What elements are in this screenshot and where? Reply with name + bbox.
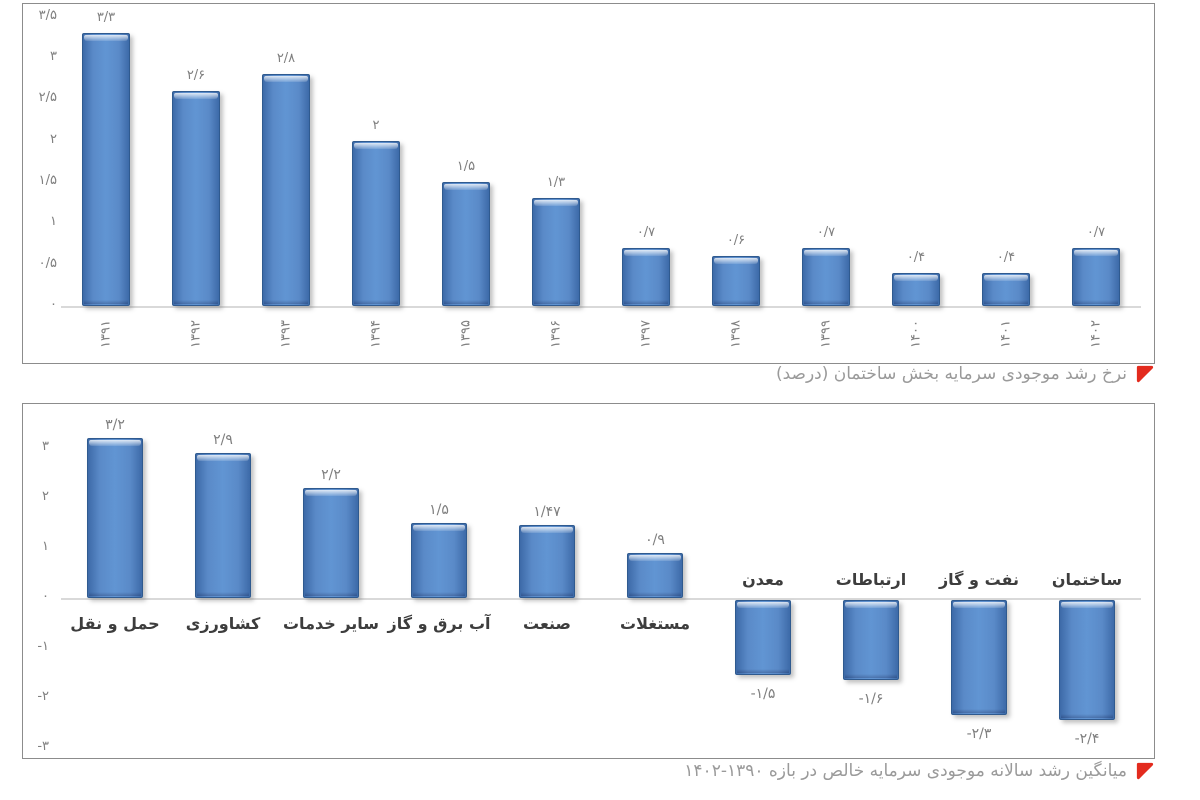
category-label: ۱۳۹۴ [368, 320, 384, 348]
y-tick-label: ۲ [50, 131, 57, 147]
category-label: معدن [742, 570, 784, 589]
chart2-caption: میانگین رشد سالانه موجودی سرمایه خالص در… [684, 761, 1155, 781]
y-tick-label: -۱ [37, 639, 49, 654]
category-label: ۱۴۰۱ [998, 320, 1014, 348]
category-label: ۱۳۹۶ [548, 320, 564, 348]
category-label: ۱۴۰۲ [1088, 320, 1104, 348]
bar-value-label: ۰/۷ [1086, 225, 1106, 241]
bar-value-label: ۳/۳ [96, 10, 116, 26]
category-label: ۱۳۹۳ [278, 320, 294, 348]
y-tick-label: ۰ [42, 589, 49, 604]
bar [627, 553, 683, 598]
category-label: حمل و نقل [70, 614, 160, 633]
y-tick-label: ۱ [42, 539, 49, 554]
y-tick-label: ۳ [42, 439, 49, 454]
x-axis-line [61, 306, 1141, 308]
bar-value-label: -۱/۵ [750, 686, 776, 702]
bar [712, 256, 760, 306]
category-label: صنعت [523, 614, 571, 633]
category-label: ۱۳۹۵ [458, 320, 474, 348]
category-label: ۱۳۹۱ [98, 320, 114, 348]
chart1-caption-text: نرخ رشد موجودی سرمایه بخش ساختمان (درصد) [775, 364, 1127, 384]
chart1-plot-area: ۳/۵ ۳ ۲/۵ ۲ ۱/۵ ۱ ۰/۵ ۰ ۳/۳ ۱۳۹۱ ۲/۶ ۱۳۹۲ ۲/۸ ۱۳۹۳ ۲ ۱۳… [23, 4, 1154, 363]
y-tick-label: ۱ [50, 214, 57, 230]
category-label: ارتباطات [835, 570, 907, 589]
red-flag-icon [1135, 761, 1155, 781]
bar-value-label: ۲ [372, 117, 380, 133]
y-tick-label: -۲ [37, 689, 49, 704]
red-flag-icon [1135, 364, 1155, 384]
bar [442, 181, 490, 306]
category-label: ۱۳۹۲ [188, 320, 204, 348]
bar-value-label: ۰/۴ [906, 249, 926, 265]
y-tick-label: ۰/۵ [38, 255, 57, 271]
bar-value-label: ۳/۲ [105, 417, 125, 433]
bar [982, 272, 1030, 306]
bar-value-label: ۱/۵ [429, 502, 449, 518]
bar [622, 248, 670, 306]
bar [411, 523, 467, 598]
bar [172, 90, 220, 306]
category-label: نفت و گاز [938, 570, 1020, 589]
bar-value-label: ۲/۸ [276, 51, 296, 67]
bar-value-label: ۰/۶ [726, 233, 746, 249]
bar [262, 74, 310, 306]
bar-value-label: -۱/۶ [858, 691, 884, 707]
bar [951, 600, 1007, 715]
construction-capital-growth-chart: ۳/۵ ۳ ۲/۵ ۲ ۱/۵ ۱ ۰/۵ ۰ ۳/۳ ۱۳۹۱ ۲/۶ ۱۳۹۲ ۲/۸ ۱۳۹۳ ۲ ۱۳… [22, 3, 1155, 364]
chart2-plot-area: ۳ ۲ ۱ ۰ -۱ -۲ -۳ ۳/۲ حمل و نقل ۲/۹ کشاورزی ۲/۲ سایر … [23, 404, 1154, 758]
bar [532, 198, 580, 306]
y-tick-label: ۲ [42, 489, 49, 504]
bar-value-label: ۲/۹ [213, 432, 233, 448]
category-label: مستغلات [620, 614, 690, 633]
sector-net-capital-growth-chart: ۳ ۲ ۱ ۰ -۱ -۲ -۳ ۳/۲ حمل و نقل ۲/۹ کشاورزی ۲/۲ سایر … [22, 403, 1155, 759]
bar [82, 33, 130, 306]
bar-value-label: -۲/۳ [966, 726, 992, 742]
y-tick-label: ۲/۵ [38, 90, 57, 106]
bar [87, 438, 143, 598]
bar-value-label: ۱/۴۷ [533, 503, 561, 520]
bar-value-label: ۰/۷ [816, 225, 836, 241]
bar [195, 453, 251, 598]
bar-value-label: ۰/۷ [636, 225, 656, 241]
bar-value-label: ۰/۴ [996, 249, 1016, 265]
category-label: ۱۳۹۹ [818, 320, 834, 348]
category-label: کشاورزی [185, 614, 261, 633]
bar [352, 140, 400, 306]
y-tick-label: ۳ [50, 48, 57, 64]
category-label: سایر خدمات [282, 614, 380, 633]
y-tick-label: ۱/۵ [38, 172, 57, 188]
bar [892, 272, 940, 306]
bar-value-label: ۱/۳ [546, 175, 566, 191]
bar [802, 248, 850, 306]
y-tick-label: -۳ [37, 739, 49, 754]
bar [519, 524, 575, 598]
category-label: آب برق و گاز [387, 614, 491, 633]
bar-value-label: ۲/۶ [186, 67, 206, 83]
chart2-caption-text: میانگین رشد سالانه موجودی سرمایه خالص در… [684, 761, 1127, 781]
bar-value-label: -۲/۴ [1074, 731, 1100, 747]
bar [843, 600, 899, 680]
chart1-caption: نرخ رشد موجودی سرمایه بخش ساختمان (درصد) [776, 364, 1155, 384]
bar-value-label: ۰/۹ [645, 532, 665, 548]
x-axis-line [61, 598, 1141, 600]
category-label: ۱۳۹۸ [728, 320, 744, 348]
bar [1059, 600, 1115, 720]
bar [735, 600, 791, 675]
bar [1072, 248, 1120, 306]
bar-value-label: ۲/۲ [321, 467, 341, 483]
bar-value-label: ۱/۵ [456, 158, 476, 174]
y-tick-label: ۰ [50, 297, 57, 312]
category-label: ساختمان [1051, 570, 1123, 589]
bar [303, 488, 359, 598]
y-tick-label: ۳/۵ [38, 7, 57, 23]
category-label: ۱۴۰۰ [908, 320, 924, 348]
category-label: ۱۳۹۷ [638, 320, 654, 348]
